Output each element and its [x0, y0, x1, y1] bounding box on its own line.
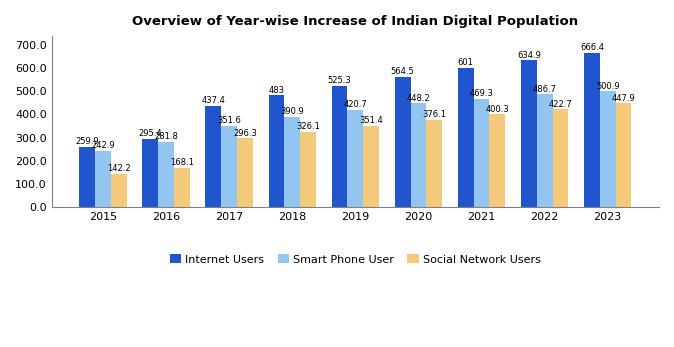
Bar	[347, 110, 363, 207]
Text: 564.5: 564.5	[391, 67, 415, 76]
Bar	[332, 86, 347, 207]
Text: 525.3: 525.3	[328, 76, 351, 85]
Text: 295.4: 295.4	[138, 129, 162, 138]
Text: 486.7: 486.7	[532, 85, 557, 94]
Bar	[206, 106, 221, 207]
Text: 242.9: 242.9	[91, 141, 115, 150]
Bar	[600, 91, 615, 207]
Bar	[395, 77, 410, 207]
Bar	[142, 138, 158, 207]
Text: 437.4: 437.4	[202, 96, 225, 105]
Text: 326.1: 326.1	[296, 122, 320, 131]
Bar	[474, 99, 489, 207]
Bar	[158, 142, 174, 207]
Bar	[458, 68, 474, 207]
Bar	[615, 103, 632, 207]
Title: Overview of Year-wise Increase of Indian Digital Population: Overview of Year-wise Increase of Indian…	[132, 15, 578, 28]
Bar	[426, 120, 442, 207]
Text: 296.3: 296.3	[233, 129, 257, 138]
Bar	[174, 168, 189, 207]
Text: 469.3: 469.3	[470, 89, 493, 98]
Bar	[284, 117, 300, 207]
Bar	[268, 95, 284, 207]
Bar	[537, 94, 553, 207]
Bar	[584, 53, 600, 207]
Legend: Internet Users, Smart Phone User, Social Network Users: Internet Users, Smart Phone User, Social…	[165, 250, 545, 269]
Text: 390.9: 390.9	[280, 107, 304, 116]
Text: 447.9: 447.9	[611, 94, 636, 103]
Bar	[489, 115, 506, 207]
Text: 142.2: 142.2	[107, 164, 131, 173]
Bar	[221, 126, 237, 207]
Bar	[300, 132, 316, 207]
Bar	[95, 151, 111, 207]
Text: 281.8: 281.8	[154, 132, 178, 141]
Bar	[111, 174, 127, 207]
Text: 601: 601	[458, 58, 474, 67]
Bar	[80, 147, 95, 207]
Text: 351.6: 351.6	[217, 116, 241, 125]
Text: 420.7: 420.7	[344, 100, 367, 109]
Text: 500.9: 500.9	[596, 82, 619, 91]
Text: 422.7: 422.7	[549, 100, 572, 109]
Text: 259.9: 259.9	[75, 137, 99, 146]
Text: 634.9: 634.9	[517, 51, 541, 60]
Bar	[553, 109, 568, 207]
Bar	[410, 103, 426, 207]
Text: 483: 483	[268, 86, 284, 95]
Bar	[363, 126, 379, 207]
Bar	[237, 138, 253, 207]
Text: 351.4: 351.4	[359, 116, 383, 125]
Text: 448.2: 448.2	[406, 94, 430, 103]
Text: 666.4: 666.4	[580, 43, 604, 52]
Text: 376.1: 376.1	[422, 110, 446, 119]
Text: 168.1: 168.1	[170, 158, 193, 167]
Text: 400.3: 400.3	[485, 105, 509, 114]
Bar	[521, 60, 537, 207]
